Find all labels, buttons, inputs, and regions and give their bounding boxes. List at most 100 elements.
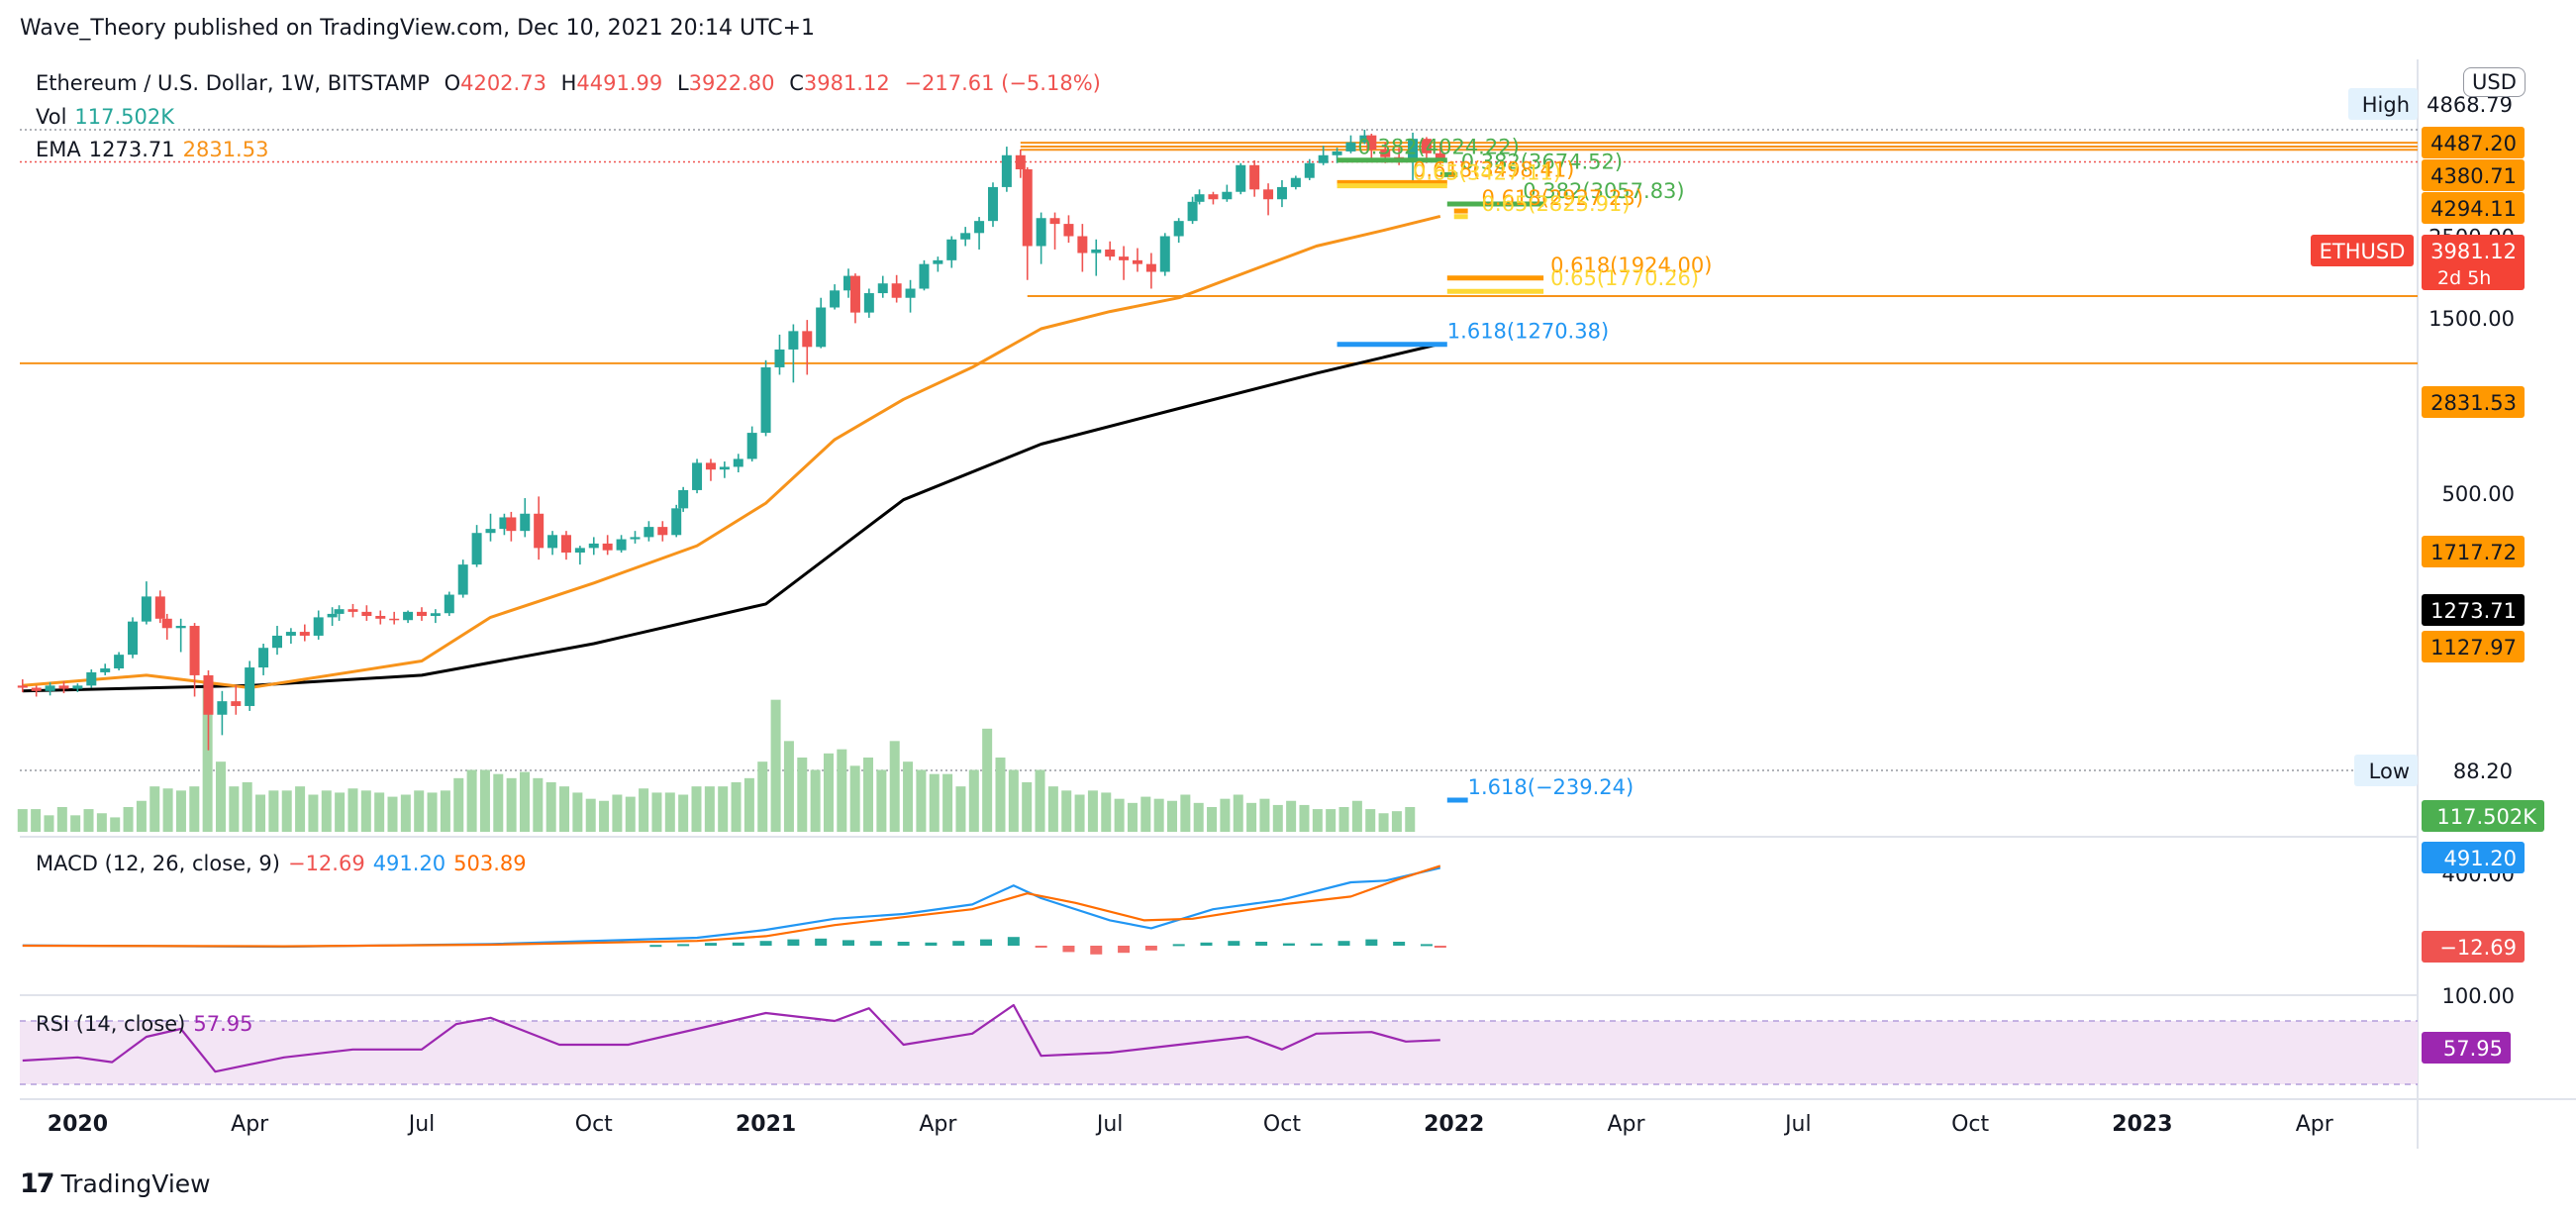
candle-up	[403, 611, 414, 621]
low-label: Low	[2369, 760, 2410, 783]
volume-bar	[17, 809, 28, 832]
time-tick-label: 2023	[2112, 1112, 2172, 1137]
candle-up	[1091, 249, 1102, 254]
volume-bar	[955, 786, 966, 832]
volume-bar	[268, 790, 279, 832]
candle-down	[1145, 263, 1156, 272]
volume-bar	[1153, 798, 1164, 832]
macd-histogram-bar	[897, 942, 910, 946]
volume-bar	[1272, 804, 1283, 832]
candle-up	[114, 655, 125, 669]
rsi-line	[22, 1003, 1440, 1073]
volume-bar	[625, 796, 636, 832]
legend-rsi-value: 57.95	[193, 1012, 253, 1036]
candle-up	[987, 186, 998, 222]
volume-bar	[1193, 802, 1204, 832]
candle-up	[1332, 151, 1342, 155]
time-axis: 2020 Apr Jul Oct 2021 Apr Jul Oct 2022 Apr Jul Oct 2…	[48, 1112, 2334, 1137]
legend-macd: MACD (12, 26, close, 9) −12.69 491.20 503.8…	[36, 852, 527, 875]
volume-bar	[863, 758, 874, 832]
volume-bar	[31, 809, 42, 832]
legend-macd-hist: −12.69	[287, 852, 365, 875]
candle-down	[1435, 152, 1445, 162]
candle-down	[1132, 259, 1142, 264]
volume-bar	[1233, 794, 1243, 832]
legend-ema: EMA 1273.71 2831.53	[36, 138, 269, 161]
volume-bar	[889, 741, 900, 832]
candle-up	[100, 668, 111, 672]
candle-down	[416, 611, 427, 616]
volume-bar	[400, 794, 411, 832]
rsi-axis-label: 57.95	[2443, 1037, 2503, 1061]
candle-down	[299, 632, 310, 636]
legend-volume: Vol 117.502K	[36, 105, 175, 129]
macd-histogram-bar	[759, 941, 772, 946]
candle-up	[245, 667, 255, 706]
candle-up	[588, 543, 599, 549]
grid	[20, 59, 2576, 1149]
candle-down	[375, 615, 386, 619]
fib-level-label: 0.382(3674.52)	[1461, 150, 1623, 173]
macd-histogram-bar	[1255, 942, 1268, 946]
time-tick-label: 2021	[736, 1112, 796, 1137]
currency-button[interactable]: USD	[2463, 67, 2526, 97]
candle-up	[946, 239, 957, 260]
ema-lines	[22, 214, 1441, 693]
fib-level-label: 0.382(3057.83)	[1523, 179, 1684, 203]
candle-up	[933, 259, 943, 264]
candle-down	[161, 618, 172, 629]
volume-bar	[849, 765, 860, 832]
volume-bar	[189, 786, 200, 832]
volume-bar	[493, 773, 504, 832]
volume-bar	[242, 782, 252, 832]
candle-up	[1036, 218, 1046, 247]
legend-low: L3922.80	[676, 71, 775, 95]
fib-level-label: 1.618(1270.38)	[1447, 320, 1609, 344]
volume-bar	[96, 813, 107, 832]
candle-up	[285, 632, 296, 636]
volume-bar	[215, 761, 226, 832]
candle-up	[863, 293, 874, 313]
high-label: High	[2362, 93, 2410, 117]
price-axis-label-bg	[2422, 631, 2525, 662]
tradingview-logo[interactable]: 17 TradingView	[20, 1168, 211, 1199]
volume-bar	[70, 815, 81, 832]
volume-bar	[559, 786, 570, 832]
candle-up	[905, 288, 916, 298]
price-axis-label: 1127.97	[2430, 636, 2517, 660]
price-tick-label: 500.00	[2442, 482, 2515, 506]
volume-bar	[1022, 782, 1033, 832]
candle-down	[231, 701, 242, 706]
volume-bar	[83, 809, 94, 832]
volume-bar	[1312, 809, 1323, 832]
macd-histogram-bar	[1393, 942, 1406, 946]
candle-down	[154, 596, 165, 619]
fib-level-label: 0.382(4024.22)	[1357, 136, 1519, 159]
volume-bar	[929, 773, 940, 832]
candle-up	[1318, 154, 1329, 163]
volume-bar	[545, 782, 556, 832]
candle-up	[719, 466, 730, 470]
volume-bar	[1180, 794, 1191, 832]
volume-bar	[585, 798, 596, 832]
candle-up	[72, 685, 83, 689]
volume-bar	[414, 790, 425, 832]
candle-up	[692, 462, 703, 490]
volume-bar	[1087, 790, 1098, 832]
volume-bar	[1207, 807, 1218, 832]
macd-histogram-bar	[1144, 946, 1157, 951]
candle-up	[788, 331, 799, 350]
candle-down	[17, 685, 28, 688]
ema-slow-line	[22, 342, 1441, 693]
candle-up	[616, 539, 627, 551]
last-price-label: 3981.12	[2430, 240, 2517, 263]
legend-rsi: RSI (14, close) 57.95	[36, 1012, 253, 1036]
candle-up	[1187, 201, 1198, 222]
candle-up	[816, 307, 827, 348]
last-price-bg	[2422, 235, 2525, 290]
fib-level-label: 0.65(1770.26)	[1550, 266, 1699, 290]
volume-bar	[136, 800, 147, 832]
horizontal-lines	[20, 129, 2418, 771]
rsi-axis-label-bg	[2422, 1032, 2511, 1064]
